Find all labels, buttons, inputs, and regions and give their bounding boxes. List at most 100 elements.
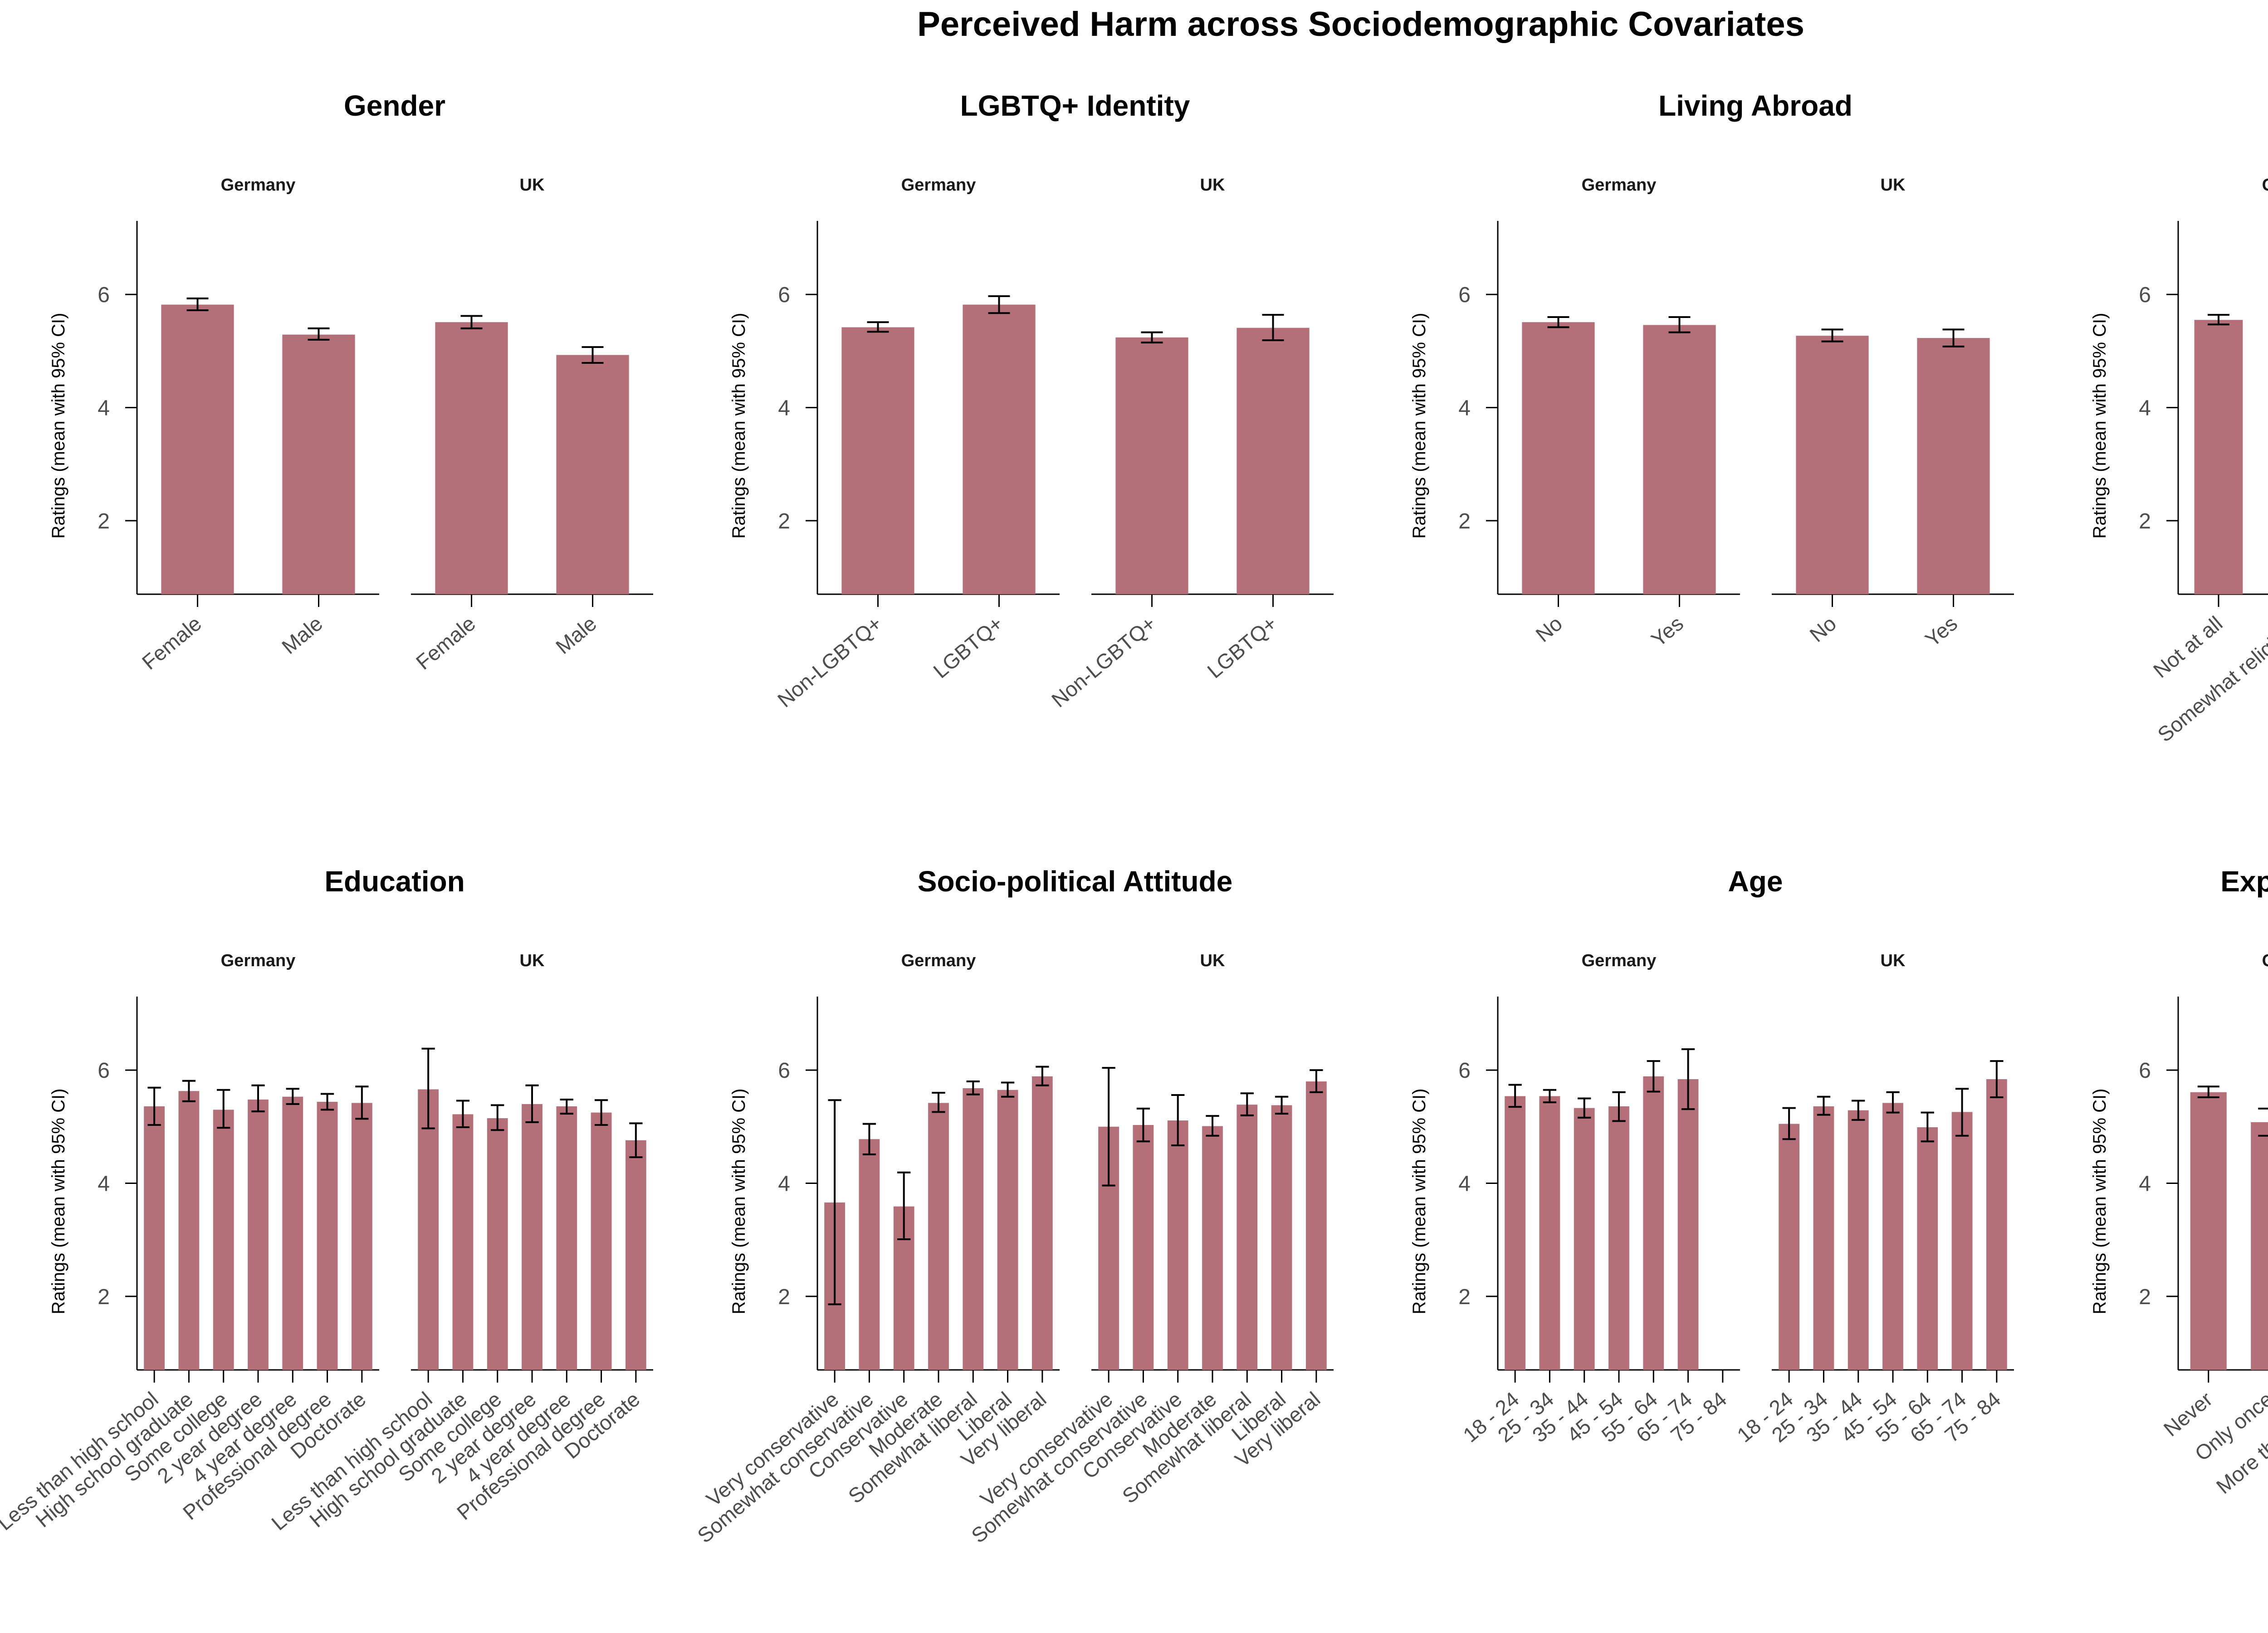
bar — [1917, 338, 1990, 594]
x-tick-label: Yes — [1647, 611, 1688, 651]
x-tick-label: Somewhat conservative — [693, 1387, 878, 1548]
bar — [1031, 1076, 1053, 1370]
bar — [997, 1090, 1018, 1370]
bar — [1986, 1079, 2007, 1370]
bar — [963, 304, 1036, 594]
bar — [1305, 1081, 1327, 1370]
bar — [1882, 1103, 1903, 1370]
bar — [248, 1099, 269, 1370]
panel-title: Experience with Discrimination — [2220, 865, 2268, 898]
bar — [213, 1110, 234, 1370]
bar — [317, 1101, 338, 1370]
bar — [963, 1088, 984, 1370]
y-axis-label: Ratings (mean with 95% CI) — [729, 313, 749, 539]
facet-label: UK — [1881, 176, 1906, 195]
facet-label: UK — [1881, 951, 1906, 970]
x-tick-label: LGBTQ+ — [1202, 611, 1281, 683]
facet-label: Germany — [2262, 176, 2268, 195]
facet-label: Germany — [221, 176, 296, 195]
facet-label: UK — [520, 176, 545, 195]
bar — [859, 1139, 880, 1370]
bar — [1505, 1096, 1526, 1370]
x-tick-label: Non-LGBTQ+ — [1047, 611, 1160, 712]
bar — [591, 1112, 612, 1370]
x-tick-label: Male — [551, 611, 601, 659]
panel-title: Age — [1728, 865, 1783, 898]
bar — [1271, 1105, 1292, 1370]
y-axis-label: Ratings (mean with 95% CI) — [49, 313, 68, 539]
y-tick-label: 4 — [98, 1172, 110, 1196]
y-axis-label: Ratings (mean with 95% CI) — [2090, 313, 2110, 539]
facet-label: Germany — [1582, 951, 1657, 970]
x-tick-label: Non-LGBTQ+ — [773, 611, 886, 712]
bar — [556, 355, 629, 594]
x-tick-label: LGBTQ+ — [929, 611, 1007, 683]
y-tick-label: 6 — [1458, 283, 1471, 307]
bar — [435, 322, 508, 594]
bar — [1237, 328, 1310, 594]
bar — [282, 1096, 303, 1370]
bar — [928, 1103, 949, 1370]
facet-label: Germany — [221, 951, 296, 970]
x-tick-label: No — [1531, 611, 1566, 647]
bar — [144, 1106, 165, 1370]
facet-label: UK — [1200, 951, 1225, 970]
bar — [351, 1103, 372, 1370]
bar — [1133, 1125, 1154, 1370]
bar — [282, 334, 355, 594]
y-tick-label: 4 — [2139, 1172, 2151, 1196]
bar — [556, 1106, 577, 1370]
bar — [1522, 322, 1595, 594]
facet-label: Germany — [2262, 951, 2268, 970]
y-tick-label: 4 — [1458, 1172, 1471, 1196]
bar — [1167, 1120, 1188, 1370]
bar — [625, 1140, 646, 1370]
bar — [1202, 1126, 1223, 1370]
panel-title: Education — [324, 865, 464, 898]
y-axis-label: Ratings (mean with 95% CI) — [2090, 1089, 2110, 1315]
bar — [1917, 1127, 1938, 1370]
main-title: Perceived Harm across Sociodemographic C… — [917, 5, 1804, 44]
x-tick-label: Female — [411, 611, 480, 674]
bar — [1574, 1108, 1595, 1370]
bar — [178, 1091, 200, 1370]
bar — [1779, 1124, 1800, 1370]
facet-label: UK — [520, 951, 545, 970]
y-tick-label: 2 — [98, 509, 110, 533]
y-tick-label: 2 — [98, 1285, 110, 1309]
y-tick-label: 6 — [2139, 1059, 2151, 1083]
y-tick-label: 4 — [1458, 396, 1471, 420]
x-tick-label: Not at all — [2149, 611, 2227, 683]
y-axis-label: Ratings (mean with 95% CI) — [1409, 313, 1429, 539]
bar — [487, 1118, 508, 1370]
bar — [1643, 325, 1716, 594]
y-axis-label: Ratings (mean with 95% CI) — [1409, 1089, 1429, 1315]
y-tick-label: 6 — [98, 1059, 110, 1083]
facet-label: UK — [1200, 176, 1225, 195]
panel-title: LGBTQ+ Identity — [960, 89, 1190, 122]
panel-title: Socio-political Attitude — [918, 865, 1233, 898]
bar — [452, 1114, 474, 1370]
x-tick-label: No — [1805, 611, 1840, 647]
y-tick-label: 4 — [98, 396, 110, 420]
bar — [161, 304, 234, 594]
y-tick-label: 4 — [778, 396, 790, 420]
bar — [1115, 337, 1188, 594]
facet-label: Germany — [901, 951, 976, 970]
y-tick-label: 6 — [98, 283, 110, 307]
bar — [1539, 1096, 1560, 1370]
x-tick-label: Male — [277, 611, 327, 659]
bar — [1848, 1110, 1869, 1370]
bar — [418, 1089, 439, 1370]
y-axis-label: Ratings (mean with 95% CI) — [729, 1089, 749, 1315]
bar — [1237, 1105, 1258, 1370]
facet-label: Germany — [901, 176, 976, 195]
panel-title: Living Abroad — [1658, 89, 1853, 122]
y-tick-label: 2 — [1458, 509, 1471, 533]
bar — [1813, 1106, 1834, 1370]
bar — [2251, 1122, 2268, 1370]
y-tick-label: 6 — [1458, 1059, 1471, 1083]
y-tick-label: 2 — [2139, 509, 2151, 533]
bar — [522, 1104, 543, 1370]
